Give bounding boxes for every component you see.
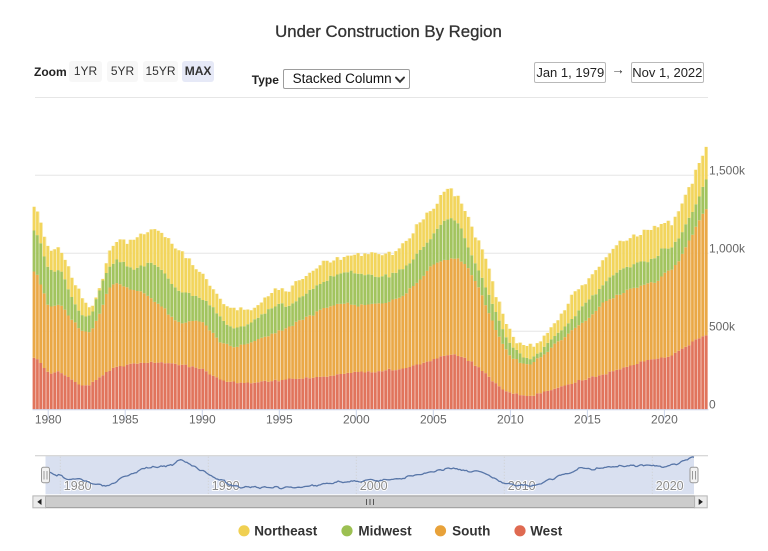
svg-text:1990: 1990 bbox=[189, 413, 216, 427]
svg-text:1995: 1995 bbox=[266, 413, 293, 427]
svg-text:2005: 2005 bbox=[420, 413, 447, 427]
svg-text:0: 0 bbox=[709, 398, 716, 412]
svg-text:1980: 1980 bbox=[64, 479, 92, 493]
svg-text:2000: 2000 bbox=[360, 479, 388, 493]
svg-text:1985: 1985 bbox=[112, 413, 139, 427]
svg-text:2015: 2015 bbox=[574, 413, 601, 427]
svg-text:1,000k: 1,000k bbox=[709, 242, 746, 256]
svg-text:1990: 1990 bbox=[212, 479, 240, 493]
svg-text:2020: 2020 bbox=[656, 479, 684, 493]
svg-text:2000: 2000 bbox=[343, 413, 370, 427]
svg-text:1980: 1980 bbox=[35, 413, 62, 427]
svg-text:2020: 2020 bbox=[651, 413, 678, 427]
svg-text:Midwest: Midwest bbox=[358, 524, 412, 539]
svg-text:1,500k: 1,500k bbox=[709, 164, 746, 178]
svg-text:2010: 2010 bbox=[508, 479, 536, 493]
svg-text:2010: 2010 bbox=[497, 413, 524, 427]
svg-text:Northeast: Northeast bbox=[254, 524, 318, 539]
svg-text:South: South bbox=[452, 524, 490, 539]
svg-text:West: West bbox=[530, 524, 563, 539]
svg-text:500k: 500k bbox=[709, 320, 736, 334]
